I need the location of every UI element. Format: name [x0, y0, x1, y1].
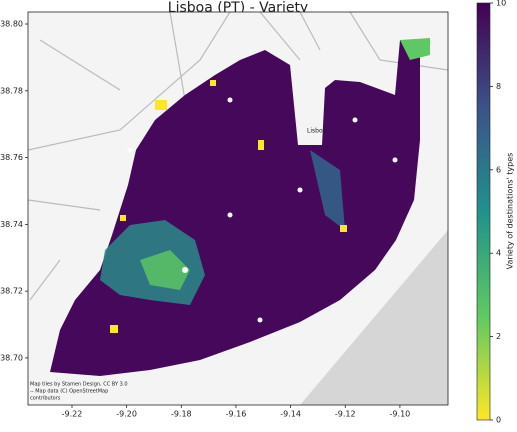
- x-tick-label: -9.22: [62, 410, 83, 419]
- hexbin-patch: [400, 38, 430, 60]
- axes-frame: [27, 11, 449, 406]
- hexbin-highs: [110, 80, 347, 333]
- hexbin-patch: [140, 250, 190, 290]
- colorbar-tick-label: 6: [496, 165, 501, 174]
- x-tick-label: -9.20: [116, 410, 137, 419]
- attribution-line: contributors: [30, 396, 61, 402]
- colorbar-label: Variety of destinations' types: [506, 153, 515, 270]
- colorbar-tick-label: 0: [496, 416, 501, 425]
- water: [300, 230, 448, 405]
- attribution-line: Map tiles by Stamen Design, CC BY 3.0: [30, 382, 128, 388]
- x-tick-label: -9.14: [280, 410, 301, 419]
- roads: [28, 12, 448, 301]
- empty-cells: [127, 97, 398, 323]
- x-tick-label: -9.12: [335, 410, 356, 419]
- y-tick-label: 38.80: [0, 20, 23, 29]
- colorbar-tick-label: 4: [496, 249, 501, 258]
- x-tick-label: -9.16: [226, 410, 247, 419]
- x-tick-label: -9.18: [171, 410, 192, 419]
- x-tick-label: -9.10: [390, 410, 411, 419]
- y-tick-label: 38.78: [0, 86, 23, 95]
- colorbar-tick-label: 10: [496, 0, 506, 8]
- attribution: Map tiles by Stamen Design, CC BY 3.0 --…: [30, 382, 128, 402]
- map: Lisboa Map tiles by Stamen Design, CC BY…: [28, 12, 448, 405]
- y-tick-label: 38.72: [0, 287, 23, 296]
- place-label: Lisboa: [307, 128, 327, 135]
- hexbin-patch: [310, 150, 345, 230]
- colorbar: [476, 2, 491, 421]
- colorbar-tick-label: 8: [496, 82, 501, 91]
- y-tick-label: 38.74: [0, 220, 23, 229]
- y-tick-label: 38.76: [0, 153, 23, 162]
- colorbar-tick-label: 2: [496, 332, 501, 341]
- attribution-line: -- Map data (C) OpenStreetMap: [30, 389, 108, 395]
- y-tick-label: 38.70: [0, 353, 23, 362]
